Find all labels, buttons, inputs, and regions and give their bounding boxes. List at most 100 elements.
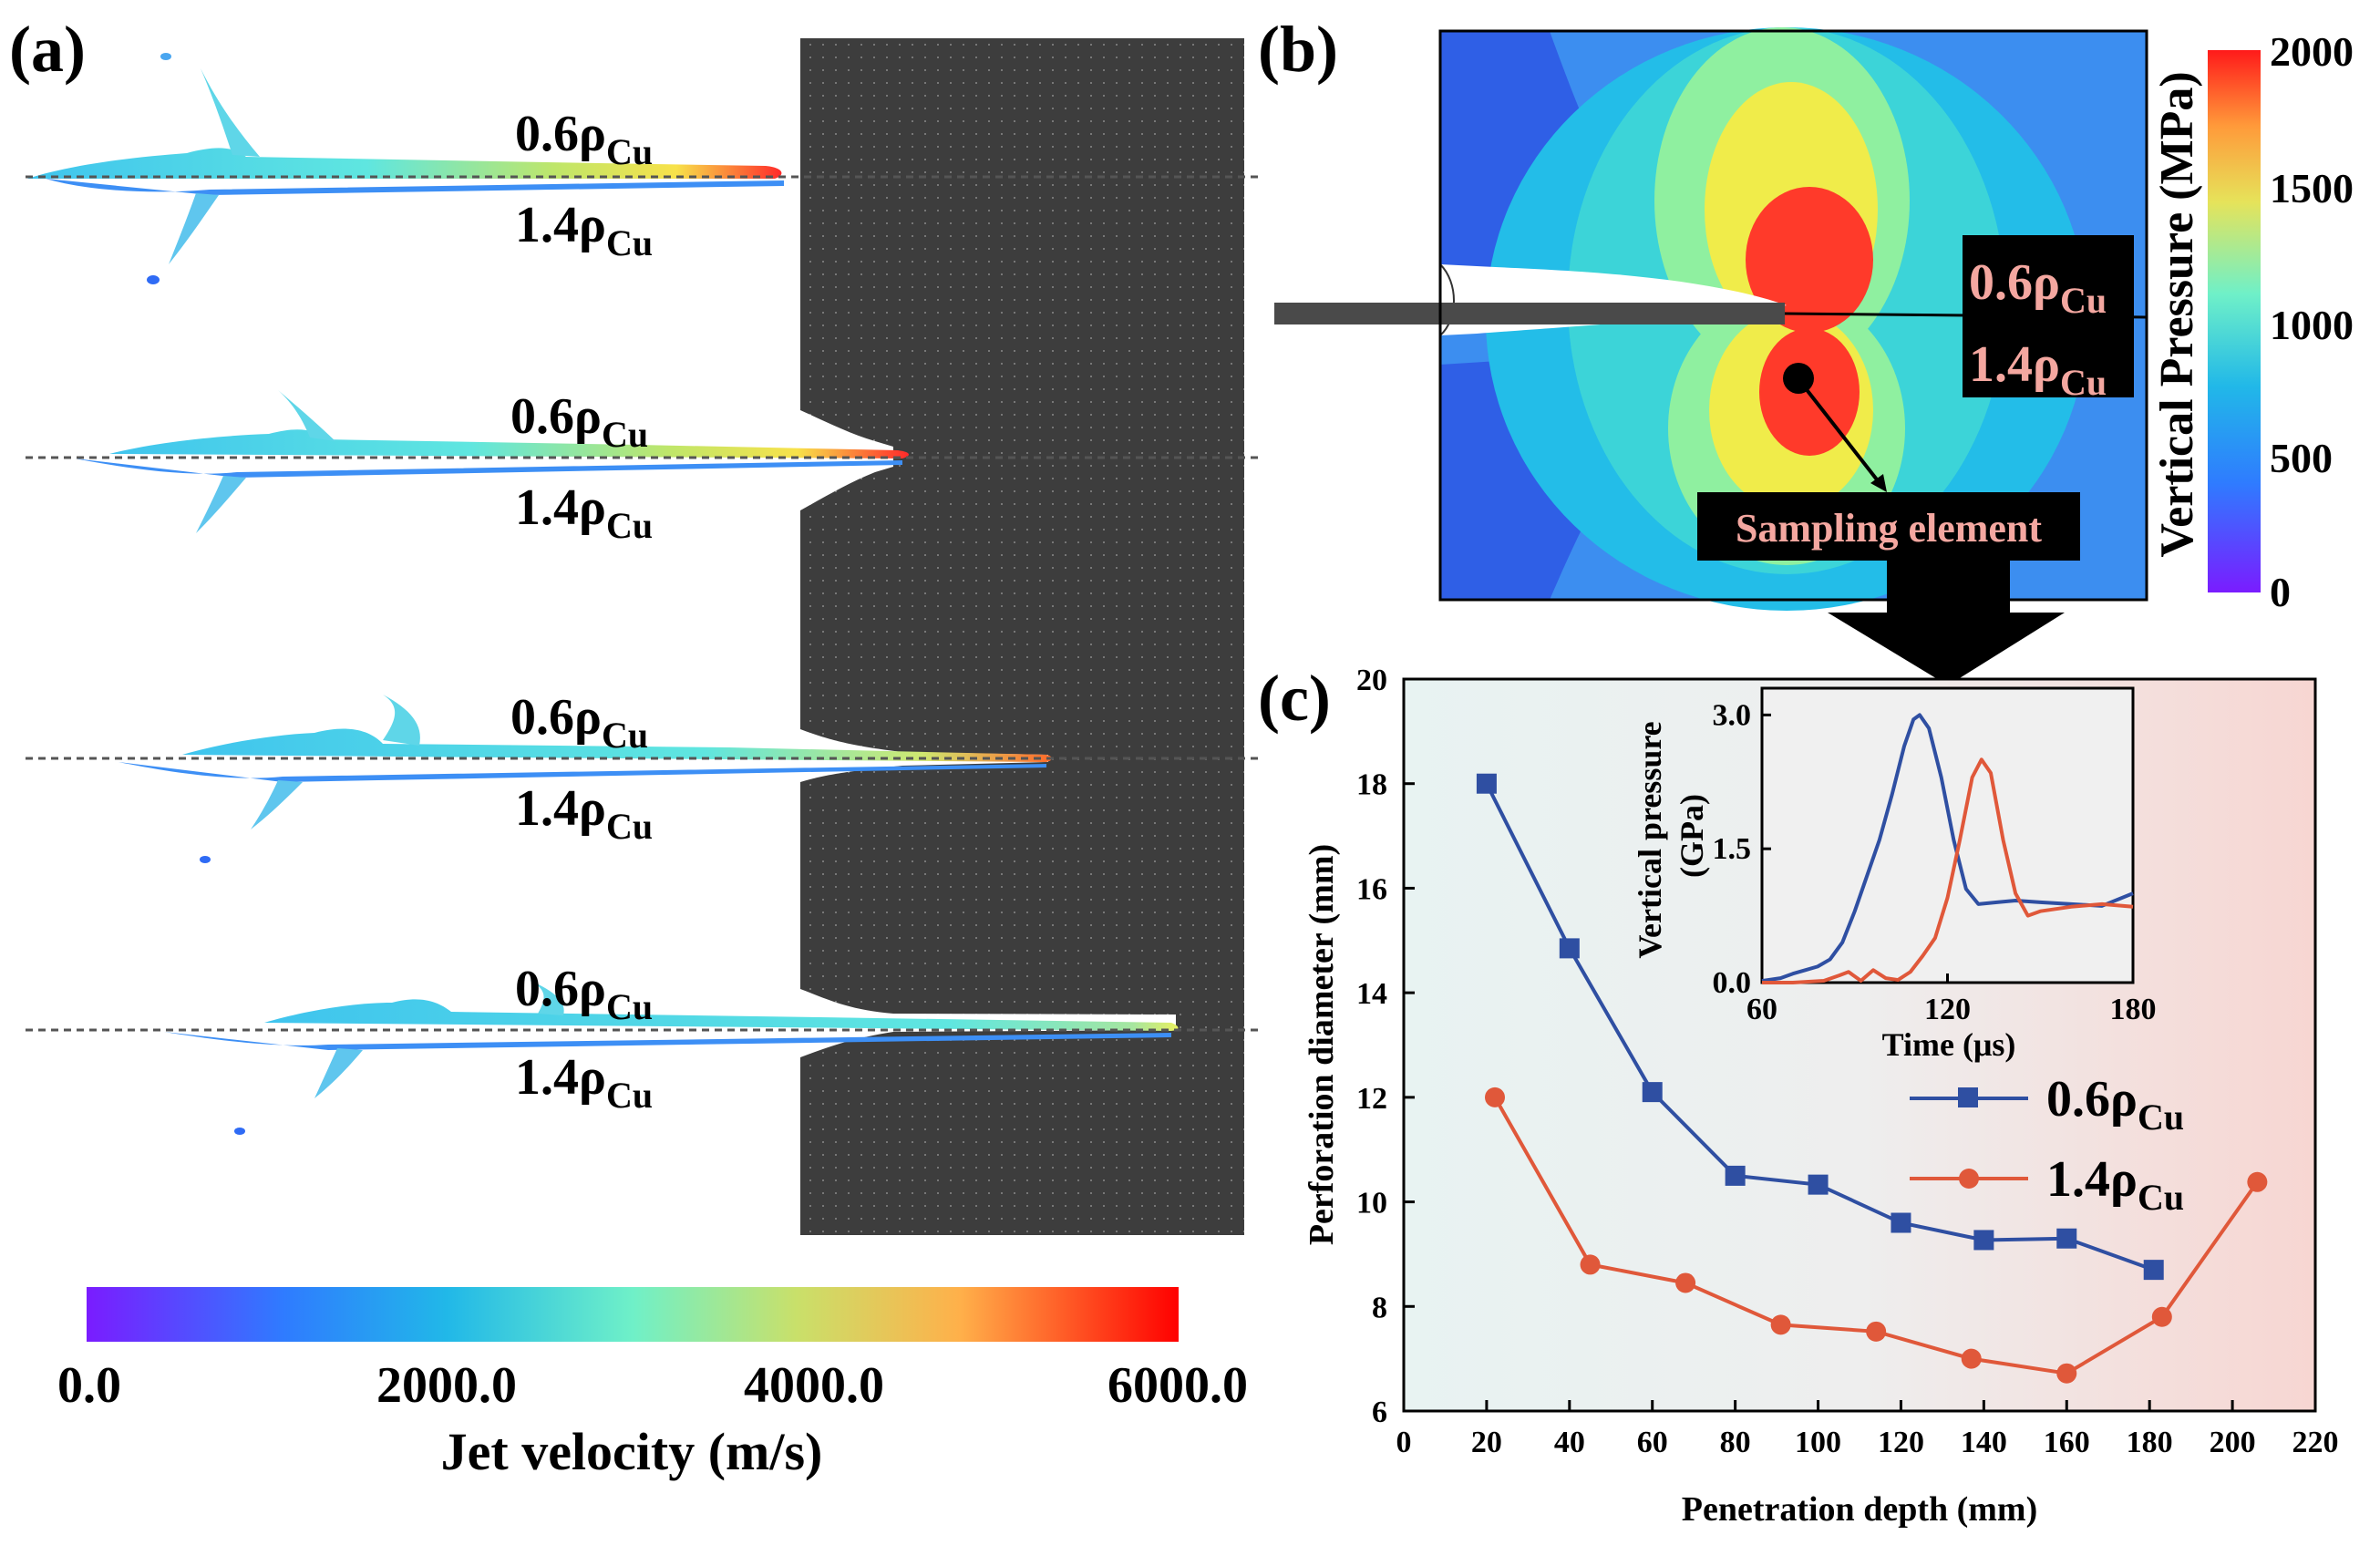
panel-a: (a)	[9, 13, 1258, 1481]
main-point-s0-3	[1725, 1165, 1746, 1186]
panel-b: (b) 0.6ρCu 1.4ρCu	[1258, 13, 2354, 685]
sampling-element-label-box: Sampling element	[1697, 492, 2080, 561]
inset-x-axis-label: Time (μs)	[1882, 1026, 2016, 1063]
main-x-tick-label: 20	[1471, 1426, 1502, 1459]
main-y-axis-label: Perforation diameter (mm)	[1303, 844, 1341, 1245]
svg-text:0.6ρCu: 0.6ρCu	[515, 106, 653, 172]
density-label-pair-4: 0.6ρCu 1.4ρCu	[515, 961, 653, 1116]
main-y-tick-label: 8	[1372, 1291, 1387, 1324]
legend-item-14: 1.4ρCu	[1910, 1151, 2184, 1218]
jet-profile-3	[118, 695, 1052, 863]
panel-c-label: (c)	[1258, 662, 1331, 735]
legend-label-14: 1.4ρ	[2046, 1151, 2138, 1208]
density-upper-label: 0.6ρ	[515, 106, 606, 162]
main-point-s1-4	[1866, 1321, 1887, 1342]
inset-x-tick-label: 60	[1746, 993, 1777, 1026]
main-x-tick-label: 200	[2210, 1426, 2256, 1459]
inset-series-line-0	[1761, 713, 2134, 984]
pressure-tick-500: 500	[2270, 435, 2333, 481]
main-point-s1-1	[1580, 1254, 1601, 1275]
pressure-colorbar-title: Vertical Pressure (MPa)	[2151, 71, 2203, 557]
main-x-tick-label: 100	[1795, 1426, 1841, 1459]
main-x-ticks: 0 20 40 60 80 100 120 140 160 180 200 220	[1396, 1400, 2339, 1459]
pressure-tick-1000: 1000	[2270, 302, 2354, 348]
main-x-tick-label: 220	[2292, 1426, 2339, 1459]
main-point-s0-6	[1973, 1230, 1994, 1251]
inset-plot-area	[1760, 686, 2135, 984]
jet-velocity-colorbar-gradient	[87, 1287, 1179, 1342]
panel-c: (c) 0 20 40 60 80 100 120 140 160 180 200 220 6 8 10 1…	[1258, 662, 2339, 1529]
main-x-tick-label: 120	[1878, 1426, 1924, 1459]
jet-profile-1	[27, 53, 784, 284]
density-label-pair-1: 0.6ρCu 1.4ρCu	[515, 106, 653, 263]
jet-colorbar-title: Jet velocity (m/s)	[441, 1422, 823, 1481]
main-point-s0-5	[1891, 1212, 1911, 1233]
jet-profile-2	[75, 390, 909, 533]
inset-x-tick-label: 120	[1924, 993, 1971, 1026]
main-point-s0-8	[2143, 1260, 2164, 1281]
main-point-s1-2	[1675, 1272, 1696, 1293]
main-y-tick-label: 20	[1356, 664, 1387, 697]
sampling-element-label: Sampling element	[1736, 506, 2042, 551]
inset-y-tick-label: 0.0	[1713, 966, 1752, 1000]
main-point-s1-5	[1961, 1348, 1982, 1369]
main-point-s1-0	[1485, 1087, 1505, 1107]
jet-velocity-colorbar: 0.0 2000.0 4000.0 6000.0 Jet velocity (m…	[57, 1287, 1248, 1481]
main-point-s0-7	[2056, 1228, 2077, 1249]
legend-item-06: 0.6ρCu	[1910, 1071, 2184, 1138]
jet-colorbar-tick-1: 2000.0	[376, 1357, 517, 1414]
pressure-tick-1500: 1500	[2270, 165, 2354, 211]
main-y-tick-label: 14	[1356, 977, 1387, 1011]
svg-text:1.4ρCu: 1.4ρCu	[515, 1049, 653, 1116]
panel-b-label: (b)	[1258, 13, 1338, 86]
main-y-ticks: 6 8 10 12 14 16 18 20	[1356, 664, 1415, 1429]
main-point-s0-4	[1808, 1174, 1829, 1195]
penetrator-rod	[1274, 303, 1785, 324]
main-x-tick-label: 180	[2127, 1426, 2173, 1459]
inset-x-ticks: 60 120 180	[1746, 973, 2157, 1026]
svg-text:1.4ρCu: 1.4ρCu	[515, 197, 653, 263]
svg-text:0.6ρCu: 0.6ρCu	[515, 961, 653, 1027]
main-series	[1476, 773, 2268, 1384]
density-label-pair-3: 0.6ρCu 1.4ρCu	[510, 689, 653, 847]
pressure-colorbar-gradient	[2208, 50, 2261, 592]
main-y-tick-label: 10	[1356, 1187, 1387, 1221]
main-x-axis-label: Penetration depth (mm)	[1682, 1490, 2037, 1529]
main-point-s1-8	[2247, 1171, 2268, 1192]
density-subscript: Cu	[606, 131, 653, 172]
inset-y-label-line1: Vertical pressure	[1632, 721, 1668, 958]
main-x-tick-label: 60	[1637, 1426, 1668, 1459]
svg-text:1.4ρCu: 1.4ρCu	[515, 780, 653, 847]
inset-y-label-line2: (GPa)	[1674, 794, 1710, 878]
main-y-tick-label: 16	[1356, 872, 1387, 906]
main-point-s1-3	[1770, 1314, 1791, 1335]
svg-text:1.4ρCu: 1.4ρCu	[2046, 1151, 2184, 1218]
target-plate	[800, 38, 1244, 1235]
main-x-tick-label: 40	[1554, 1426, 1585, 1459]
main-x-tick-label: 80	[1720, 1426, 1751, 1459]
svg-text:1.4ρCu: 1.4ρCu	[1969, 336, 2107, 403]
main-y-tick-label: 6	[1372, 1396, 1387, 1429]
panel-b-density-box: 0.6ρCu 1.4ρCu	[1963, 235, 2134, 403]
density-label-pair-2: 0.6ρCu 1.4ρCu	[510, 388, 653, 546]
jet-colorbar-tick-2: 4000.0	[744, 1357, 884, 1414]
panel-a-label: (a)	[9, 13, 86, 86]
main-y-tick-label: 18	[1356, 768, 1387, 802]
svg-text:0.6ρCu: 0.6ρCu	[510, 689, 648, 756]
down-arrow	[1828, 561, 2065, 685]
inset-series	[1761, 713, 2134, 984]
pressure-tick-0: 0	[2270, 569, 2291, 615]
jet-colorbar-tick-3: 6000.0	[1108, 1357, 1248, 1414]
jet-colorbar-tick-0: 0.0	[57, 1357, 121, 1414]
main-x-tick-label: 140	[1961, 1426, 2007, 1459]
svg-text:0.6ρCu: 0.6ρCu	[510, 388, 648, 455]
pressure-contour-map	[1274, 27, 2148, 611]
inset-y-tick-label: 1.5	[1713, 832, 1752, 866]
inset-y-tick-label: 3.0	[1713, 698, 1752, 732]
main-point-s0-1	[1559, 938, 1580, 959]
main-point-s0-2	[1642, 1082, 1663, 1103]
main-point-s0-0	[1476, 773, 1497, 794]
main-x-tick-label: 0	[1396, 1426, 1412, 1459]
inset-y-axis-label: Vertical pressure (GPa)	[1632, 713, 1710, 958]
